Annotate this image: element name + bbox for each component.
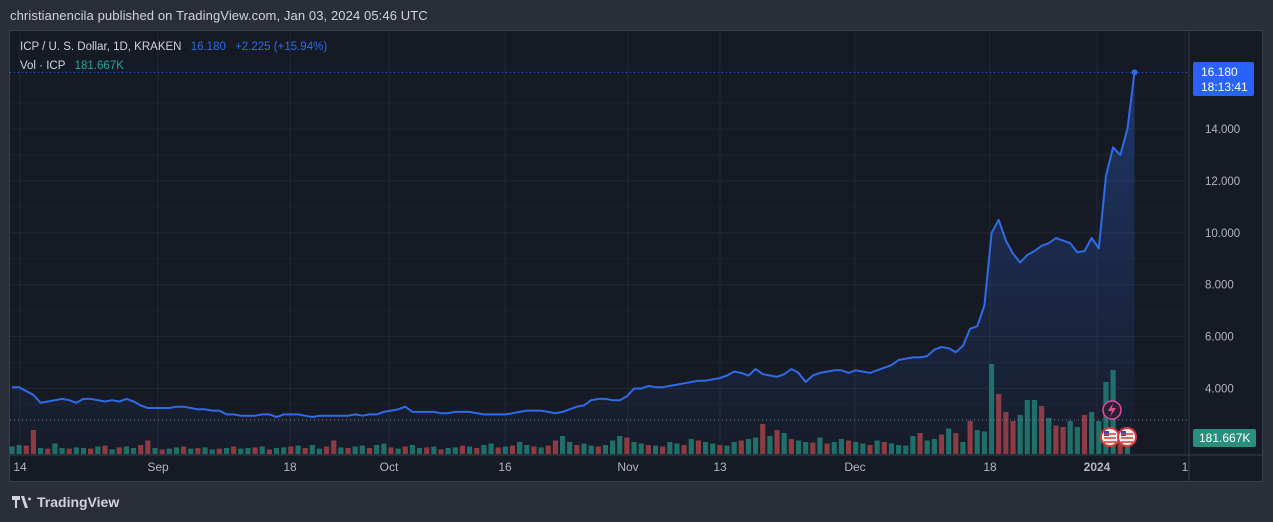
- brand-name: TradingView: [37, 494, 120, 510]
- y-tick-label: 12.000: [1205, 176, 1240, 188]
- us-flag-event-icon[interactable]: [1100, 427, 1120, 447]
- y-tick-label: 8.000: [1205, 280, 1234, 292]
- last-price-dot: [1131, 69, 1138, 76]
- x-tick-label: Oct: [380, 460, 399, 474]
- price-badge-value: 16.180: [1201, 65, 1238, 79]
- legend-symbol: ICP / U. S. Dollar, 1D, KRAKEN: [20, 41, 182, 53]
- tradingview-logo-icon: [12, 496, 31, 508]
- volume-badge: [1193, 429, 1256, 447]
- x-tick-label: 14: [13, 460, 27, 474]
- legend-price: 16.180: [190, 41, 226, 53]
- price-line: [12, 72, 1136, 418]
- price-badge-countdown: 18:13:41: [1201, 80, 1248, 94]
- y-tick-label: 6.000: [1205, 332, 1234, 344]
- y-tick-label: 14.000: [1205, 124, 1240, 136]
- price-badge: [1193, 62, 1254, 96]
- x-tick-label: 18: [983, 460, 997, 474]
- y-tick-label: 10.000: [1205, 228, 1240, 240]
- legend-main[interactable]: ICP / U. S. Dollar, 1D, KRAKEN 16.180 +2…: [20, 41, 333, 53]
- x-tick-label: 1: [1182, 460, 1189, 474]
- x-tick-label: Dec: [844, 460, 865, 474]
- x-tick-label: 18: [283, 460, 297, 474]
- legend-vol-label: Vol · ICP: [20, 60, 66, 72]
- price-area: [12, 72, 1135, 456]
- x-tick-label: Nov: [617, 460, 638, 474]
- tradingview-logo[interactable]: TradingView: [12, 494, 119, 510]
- publish-line: christianencila published on TradingView…: [10, 8, 428, 23]
- volume-badge-value: 181.667K: [1199, 431, 1250, 445]
- y-tick-label: 4.000: [1205, 384, 1234, 396]
- legend-vol-value: 181.667K: [74, 60, 124, 72]
- x-tick-label: 2024: [1084, 460, 1111, 474]
- x-tick-label: 16: [498, 460, 512, 474]
- x-tick-label: 13: [713, 460, 727, 474]
- x-tick-label: Sep: [147, 460, 169, 474]
- legend-change: +2.225 (+15.94%): [235, 41, 328, 53]
- us-flag-event-icon[interactable]: [1117, 427, 1137, 447]
- lightning-icon: [1108, 403, 1116, 417]
- legend-volume[interactable]: Vol · ICP 181.667K: [20, 60, 130, 72]
